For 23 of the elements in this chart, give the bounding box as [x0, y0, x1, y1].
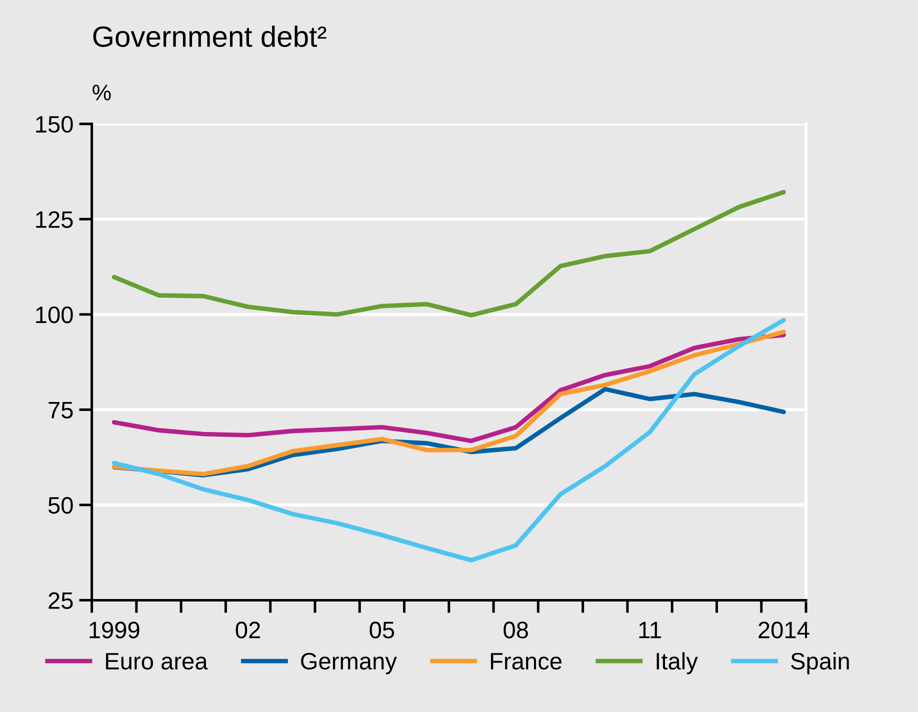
x-tick-label: 2014 [758, 622, 810, 638]
chart-title: Government debt² [93, 26, 326, 47]
line-series [112, 190, 786, 318]
x-tick-label: 08 [504, 622, 528, 638]
y-axis-title: % [92, 84, 111, 100]
y-tick-label: 100 [36, 306, 73, 324]
line-series [112, 330, 786, 476]
line-series [112, 332, 786, 444]
x-tick-label: 05 [370, 622, 394, 638]
x-tick-label: 11 [639, 622, 661, 638]
y-tick-label: 150 [36, 116, 73, 133]
x-tick-label: 02 [236, 622, 260, 638]
x-tick-label: 1999 [90, 622, 140, 638]
legend-label: Italy [656, 652, 698, 674]
legend-label: Euro area [106, 653, 208, 670]
y-tick-label: 50 [48, 497, 73, 514]
legend-label: Germany [301, 652, 397, 674]
line-series [112, 318, 786, 562]
legend-label: France [490, 653, 562, 670]
legend-label: Spain [791, 652, 849, 674]
y-tick-label: 75 [48, 402, 73, 418]
y-tick-label: 25 [48, 592, 73, 610]
y-tick-label: 125 [36, 211, 73, 228]
